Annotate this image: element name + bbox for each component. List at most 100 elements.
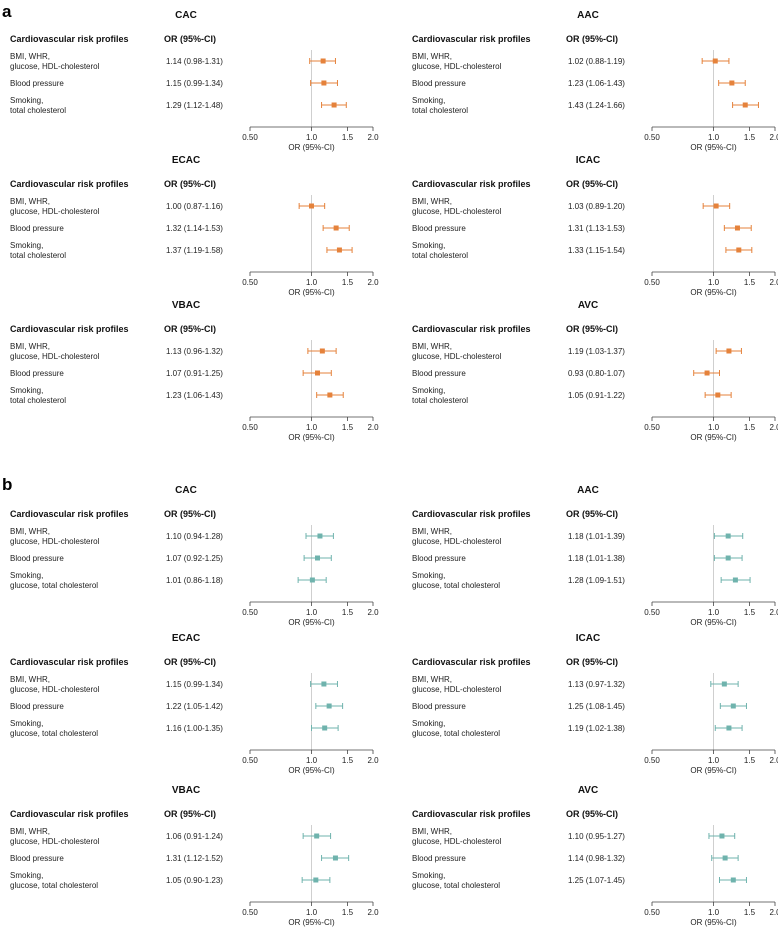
point-estimate-marker — [704, 370, 710, 376]
row-label-line1: BMI, WHR, — [10, 342, 50, 351]
row-label-line1: Smoking, — [10, 241, 43, 250]
row-label-line2: total cholesterol — [412, 251, 468, 260]
point-estimate-marker — [333, 225, 339, 231]
row-label-line1: Smoking, — [412, 96, 445, 105]
row-label-line2: glucose, total cholesterol — [412, 581, 500, 590]
x-axis-title: OR (95%-CI) — [288, 288, 335, 297]
column-header-or: OR (95%-CI) — [566, 809, 618, 819]
point-estimate-marker — [715, 392, 721, 398]
row-label-line2: glucose, total cholesterol — [412, 881, 500, 890]
x-axis-title: OR (95%-CI) — [690, 766, 737, 775]
x-axis-tick-label: 1.5 — [744, 908, 756, 917]
plot-title: CAC — [175, 485, 197, 496]
point-estimate-marker — [719, 833, 725, 839]
plot-title: ECAC — [172, 633, 200, 644]
row-label-line1: Smoking, — [412, 871, 445, 880]
point-estimate-marker — [713, 203, 719, 209]
point-estimate-marker — [734, 225, 740, 231]
row-label-line2: glucose, total cholesterol — [10, 729, 98, 738]
or-ci-text: 1.15 (0.99-1.34) — [166, 680, 223, 689]
forest-plot-a-vbac: VBAC Cardiovascular risk profiles OR (95%-… — [10, 300, 379, 442]
row-label-line2: glucose, total cholesterol — [412, 729, 500, 738]
row-label: Blood pressure — [412, 854, 466, 863]
x-axis-tick-label: 1.0 — [306, 423, 318, 432]
x-axis-tick-label: 1.0 — [708, 908, 720, 917]
x-axis-tick-label: 1.5 — [342, 423, 354, 432]
or-ci-text: 1.05 (0.91-1.22) — [568, 391, 625, 400]
row-label-line2: total cholesterol — [412, 396, 468, 405]
point-estimate-marker — [321, 80, 327, 86]
x-axis-tick-label: 0.50 — [644, 278, 660, 287]
x-axis-tick-label: 1.5 — [744, 608, 756, 617]
row-label-line1: Smoking, — [10, 871, 43, 880]
x-axis-title: OR (95%-CI) — [690, 288, 737, 297]
or-ci-text: 1.23 (1.06-1.43) — [166, 391, 223, 400]
row-label: Blood pressure — [412, 79, 466, 88]
row-label-line1: BMI, WHR, — [412, 675, 452, 684]
or-ci-text: 1.25 (1.08-1.45) — [568, 702, 625, 711]
row-label-line2: total cholesterol — [10, 396, 66, 405]
column-header-risk-profiles: Cardiovascular risk profiles — [10, 34, 129, 44]
plot-title: CAC — [175, 10, 197, 21]
x-axis-tick-label: 0.50 — [644, 908, 660, 917]
point-estimate-marker — [730, 703, 736, 709]
column-header-risk-profiles: Cardiovascular risk profiles — [412, 657, 531, 667]
x-axis-tick-label: 1.0 — [708, 278, 720, 287]
column-header-risk-profiles: Cardiovascular risk profiles — [412, 324, 531, 334]
plot-title: ICAC — [576, 633, 600, 644]
x-axis-tick-label: 1.5 — [342, 756, 354, 765]
x-axis-tick-label: 0.50 — [644, 608, 660, 617]
point-estimate-marker — [319, 348, 325, 354]
x-axis-tick-label: 2.0 — [367, 423, 379, 432]
point-estimate-marker — [732, 577, 738, 583]
row-label-line2: total cholesterol — [10, 106, 66, 115]
or-ci-text: 1.13 (0.97-1.32) — [568, 680, 625, 689]
x-axis-tick-label: 2.0 — [769, 756, 778, 765]
row-label-line2: total cholesterol — [412, 106, 468, 115]
row-label-line2: glucose, HDL-cholesterol — [412, 837, 502, 846]
x-axis-tick-label: 1.0 — [306, 133, 318, 142]
row-label: Blood pressure — [10, 702, 64, 711]
point-estimate-marker — [315, 555, 321, 561]
row-label-line2: glucose, HDL-cholesterol — [412, 352, 502, 361]
forest-plot-a-cac: CAC Cardiovascular risk profiles OR (95%-C… — [10, 10, 379, 152]
row-label: Blood pressure — [412, 702, 466, 711]
or-ci-text: 1.05 (0.90-1.23) — [166, 876, 223, 885]
point-estimate-marker — [327, 392, 333, 398]
x-axis-tick-label: 2.0 — [367, 756, 379, 765]
x-axis-tick-label: 0.50 — [242, 423, 258, 432]
plot-title: ICAC — [576, 155, 600, 166]
row-label-line1: Smoking, — [412, 241, 445, 250]
row-label-line1: Smoking, — [10, 96, 43, 105]
x-axis-tick-label: 1.5 — [342, 133, 354, 142]
x-axis-tick-label: 0.50 — [644, 423, 660, 432]
forest-plot-b-cac: CAC Cardiovascular risk profiles OR (95%-C… — [10, 485, 379, 627]
x-axis-title: OR (95%-CI) — [288, 618, 335, 627]
column-header-or: OR (95%-CI) — [164, 179, 216, 189]
x-axis-tick-label: 0.50 — [242, 908, 258, 917]
forest-plot-a-ecac: ECAC Cardiovascular risk profiles OR (95%-… — [10, 155, 379, 297]
or-ci-text: 1.23 (1.06-1.43) — [568, 79, 625, 88]
x-axis-title: OR (95%-CI) — [288, 143, 335, 152]
point-estimate-marker — [725, 533, 731, 539]
column-header-risk-profiles: Cardiovascular risk profiles — [10, 324, 129, 334]
x-axis-title: OR (95%-CI) — [288, 766, 335, 775]
x-axis-title: OR (95%-CI) — [690, 618, 737, 627]
column-header-or: OR (95%-CI) — [566, 509, 618, 519]
or-ci-text: 1.43 (1.24-1.66) — [568, 101, 625, 110]
point-estimate-marker — [317, 533, 323, 539]
forest-plot-b-aac: AAC Cardiovascular risk profiles OR (95%-C… — [412, 485, 778, 627]
x-axis-tick-label: 1.0 — [306, 908, 318, 917]
or-ci-text: 1.07 (0.91-1.25) — [166, 369, 223, 378]
row-label-line1: BMI, WHR, — [10, 527, 50, 536]
point-estimate-marker — [315, 370, 321, 376]
row-label-line2: glucose, HDL-cholesterol — [412, 62, 502, 71]
or-ci-text: 1.32 (1.14-1.53) — [166, 224, 223, 233]
or-ci-text: 1.10 (0.94-1.28) — [166, 532, 223, 541]
or-ci-text: 1.19 (1.03-1.37) — [568, 347, 625, 356]
or-ci-text: 1.19 (1.02-1.38) — [568, 724, 625, 733]
column-header-or: OR (95%-CI) — [164, 324, 216, 334]
column-header-risk-profiles: Cardiovascular risk profiles — [412, 809, 531, 819]
point-estimate-marker — [336, 247, 342, 253]
x-axis-tick-label: 0.50 — [644, 133, 660, 142]
